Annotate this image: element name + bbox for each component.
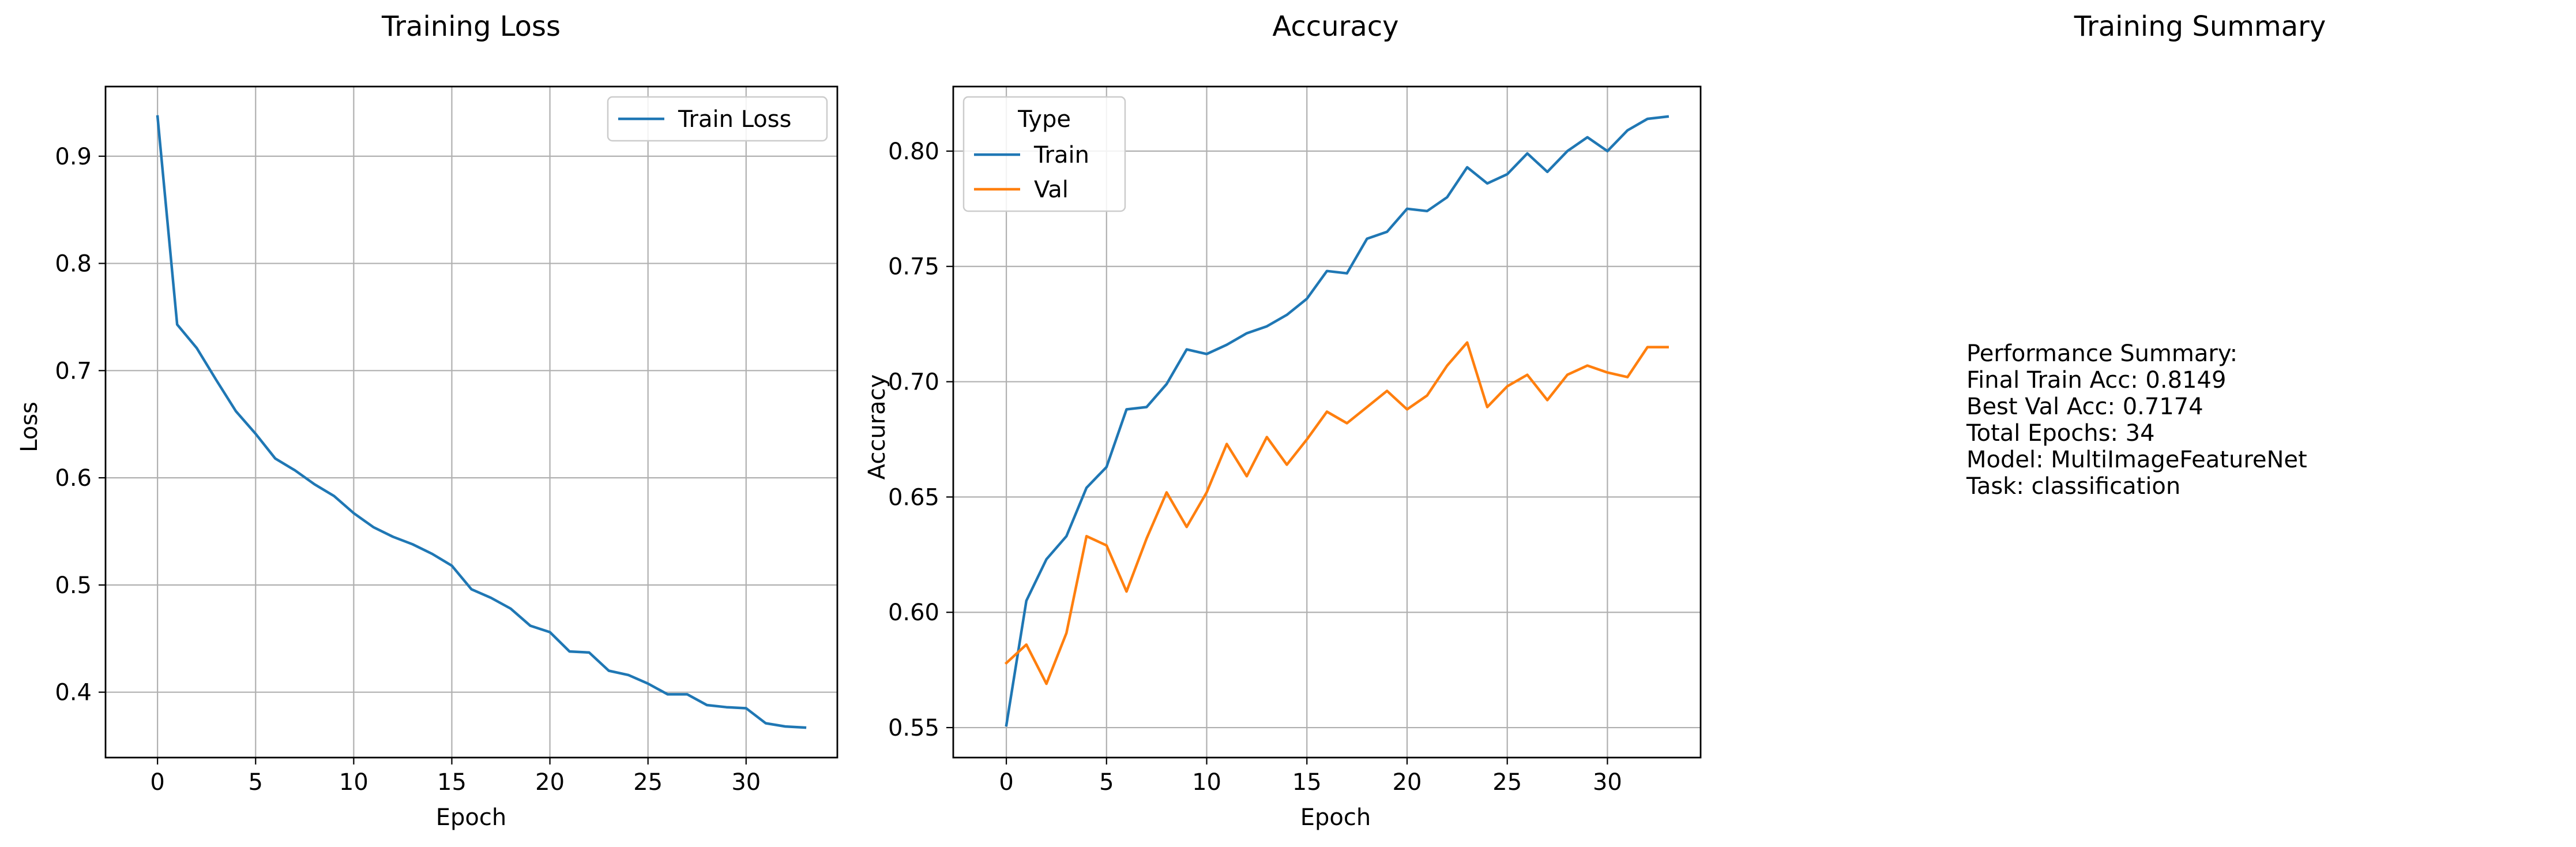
accuracy-y-axis-label: Accuracy (864, 374, 890, 480)
loss-x-tick-label: 15 (437, 769, 467, 796)
accuracy-legend-entry-label: Val (1034, 177, 1069, 203)
loss-x-tick-label: 5 (249, 769, 263, 796)
accuracy-x-tick-label: 0 (999, 769, 1013, 796)
loss-legend-box (607, 96, 828, 142)
accuracy-y-tick-label: 0.65 (888, 484, 939, 511)
loss-x-tick-label: 0 (150, 769, 164, 796)
accuracy-x-axis-label: Epoch (1300, 804, 1371, 831)
summary-line: Best Val Acc: 0.7174 (1966, 393, 2203, 420)
loss-y-tick-label: 0.7 (55, 358, 92, 384)
loss-y-tick-label: 0.4 (55, 680, 92, 706)
accuracy-x-tick-label: 5 (1099, 769, 1114, 796)
summary-line: Final Train Acc: 0.8149 (1966, 367, 2227, 393)
accuracy-chart: Accuracy Epoch Accuracy 0 5 10 15 20 25 30 0.55… (864, 10, 1702, 831)
loss-chart-title: Training Loss (381, 10, 561, 43)
loss-y-tick-label: 0.8 (55, 251, 92, 278)
accuracy-x-tick-label: 15 (1292, 769, 1322, 796)
loss-legend: Train Loss (607, 96, 828, 142)
loss-y-tick-label: 0.6 (55, 465, 92, 492)
loss-y-axis-label: Loss (16, 402, 43, 452)
accuracy-legend-box (962, 96, 1126, 212)
loss-x-tick-label: 25 (633, 769, 663, 796)
accuracy-series-val-line (1004, 341, 1669, 685)
summary-line: Model: MultiImageFeatureNet (1966, 447, 2307, 473)
accuracy-y-tick-label: 0.55 (888, 715, 939, 741)
loss-legend-entry-label: Train Loss (678, 106, 791, 133)
loss-x-tick-label: 20 (535, 769, 565, 796)
loss-x-tick-label: 30 (731, 769, 761, 796)
training-loss-chart: Training Loss Epoch Loss 0 5 10 15 20 25 30 0.4… (16, 10, 838, 831)
accuracy-y-tick-label: 0.70 (888, 369, 939, 396)
accuracy-y-tick-label: 0.75 (888, 254, 939, 280)
loss-series-train-loss-line (156, 115, 807, 729)
accuracy-x-tick-label: 30 (1593, 769, 1622, 796)
accuracy-legend-title: Type (1017, 106, 1071, 133)
accuracy-x-tick-label: 20 (1393, 769, 1422, 796)
summary-line: Total Epochs: 34 (1966, 420, 2155, 447)
summary-title: Training Summary (2074, 10, 2326, 43)
accuracy-series-train-line (1005, 115, 1669, 727)
summary-line: Performance Summary: (1966, 340, 2238, 367)
accuracy-y-tick-label: 0.80 (888, 138, 939, 165)
loss-y-tick-label: 0.5 (55, 572, 92, 599)
loss-y-tick-label: 0.9 (55, 144, 92, 170)
accuracy-axes-frame (952, 85, 1702, 759)
accuracy-legend: Type Train Val (962, 96, 1126, 212)
accuracy-x-tick-label: 10 (1192, 769, 1221, 796)
loss-x-tick-label: 10 (339, 769, 368, 796)
accuracy-chart-title: Accuracy (1272, 10, 1398, 43)
accuracy-y-tick-label: 0.60 (888, 599, 939, 626)
loss-x-axis-label: Epoch (436, 804, 506, 831)
accuracy-x-tick-label: 25 (1492, 769, 1522, 796)
summary-panel: Performance Summary: Final Train Acc: 0.8… (1966, 340, 2485, 500)
loss-axes-frame (104, 85, 838, 759)
summary-line: Task: classification (1966, 473, 2181, 500)
accuracy-legend-entry-label: Train (1033, 142, 1089, 168)
